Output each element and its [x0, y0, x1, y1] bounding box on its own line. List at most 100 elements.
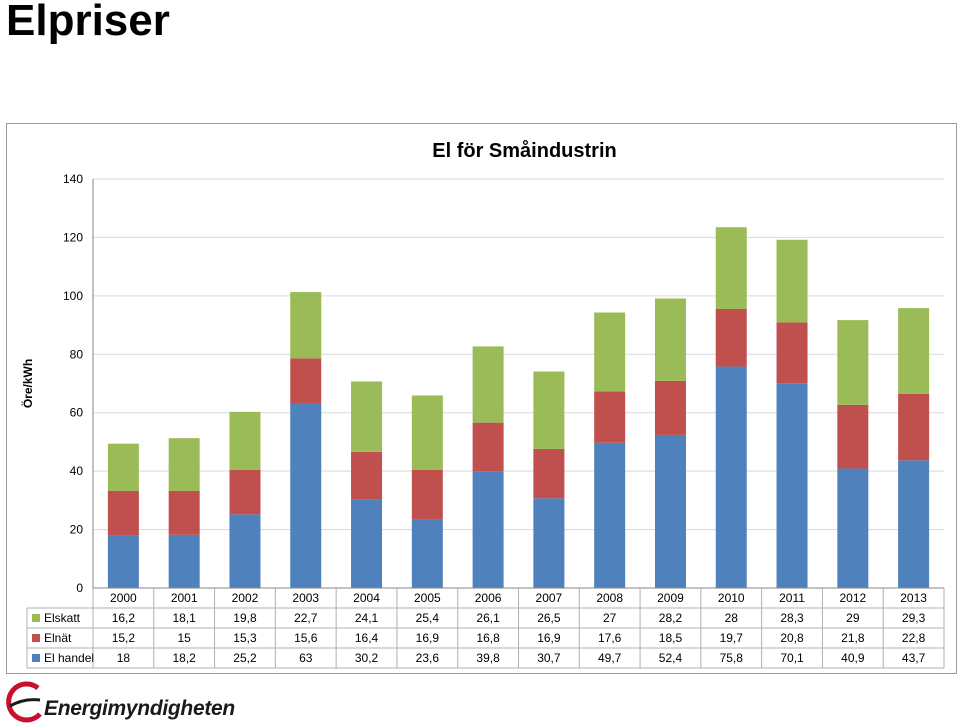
data-label: 52,4 — [659, 651, 683, 665]
data-label: 25,4 — [416, 611, 440, 625]
data-label: 40,9 — [841, 651, 865, 665]
bar-elnät — [898, 393, 930, 461]
bar-elskatt — [533, 371, 565, 449]
y-tick-label: 80 — [70, 347, 84, 361]
bar-el-handel — [654, 434, 686, 588]
bar-elnät — [168, 491, 200, 535]
data-label: 20,8 — [780, 631, 804, 645]
bar-elskatt — [837, 320, 869, 405]
data-label: 18,1 — [172, 611, 196, 625]
data-label: 29 — [846, 611, 860, 625]
x-tick-label: 2003 — [292, 591, 319, 605]
x-tick-label: 2004 — [353, 591, 380, 605]
bar-elskatt — [229, 411, 261, 470]
data-label: 16,2 — [112, 611, 136, 625]
data-label: 27 — [603, 611, 617, 625]
bar-elnät — [837, 404, 869, 469]
y-tick-label: 0 — [76, 581, 83, 595]
data-label: 16,9 — [416, 631, 440, 645]
x-tick-label: 2010 — [718, 591, 745, 605]
bar-el-handel — [898, 460, 930, 588]
data-label: 15,3 — [233, 631, 257, 645]
data-label: 39,8 — [476, 651, 500, 665]
data-label: 16,9 — [537, 631, 561, 645]
data-label: 19,8 — [233, 611, 257, 625]
y-tick-label: 20 — [70, 523, 84, 537]
y-tick-label: 140 — [63, 172, 83, 186]
legend-swatch — [32, 634, 40, 642]
x-tick-label: 2007 — [536, 591, 563, 605]
data-label: 49,7 — [598, 651, 622, 665]
data-label: 63 — [299, 651, 313, 665]
data-label: 18 — [117, 651, 131, 665]
legend-label: Elskatt — [44, 611, 81, 625]
data-label: 15 — [177, 631, 191, 645]
data-label: 15,6 — [294, 631, 318, 645]
bar-elskatt — [715, 227, 747, 310]
data-label: 30,7 — [537, 651, 561, 665]
bar-el-handel — [229, 514, 261, 588]
x-tick-label: 2009 — [657, 591, 684, 605]
bar-elnät — [290, 358, 322, 404]
data-label: 75,8 — [720, 651, 744, 665]
legend-label: El handel — [44, 651, 94, 665]
x-tick-label: 2013 — [900, 591, 927, 605]
data-label: 26,5 — [537, 611, 561, 625]
chart-title: El för Småindustrin — [432, 139, 616, 162]
bar-elskatt — [168, 438, 200, 492]
data-label: 22,7 — [294, 611, 318, 625]
data-label: 21,8 — [841, 631, 865, 645]
y-tick-label: 60 — [70, 406, 84, 420]
bar-elnät — [654, 380, 686, 435]
bar-elnät — [594, 391, 626, 443]
data-label: 18,2 — [172, 651, 196, 665]
data-label: 70,1 — [780, 651, 804, 665]
bar-el-handel — [351, 499, 383, 588]
bar-el-handel — [533, 498, 565, 588]
x-tick-label: 2002 — [232, 591, 259, 605]
energimyndigheten-logo-icon — [6, 681, 42, 723]
data-label: 26,1 — [476, 611, 500, 625]
bar-elnät — [351, 451, 383, 500]
bar-elnät — [229, 469, 261, 515]
data-label: 22,8 — [902, 631, 926, 645]
data-label: 30,2 — [355, 651, 379, 665]
data-label: 24,1 — [355, 611, 379, 625]
slide-title: Elpriser — [6, 0, 170, 45]
x-tick-label: 2001 — [171, 591, 198, 605]
data-label: 23,6 — [416, 651, 440, 665]
y-tick-label: 100 — [63, 289, 83, 303]
legend-swatch — [32, 654, 40, 662]
data-label: 15,2 — [112, 631, 136, 645]
bar-elskatt — [594, 312, 626, 392]
bar-el-handel — [290, 403, 322, 588]
x-tick-label: 2012 — [839, 591, 866, 605]
bar-el-handel — [715, 366, 747, 588]
y-tick-label: 120 — [63, 230, 83, 244]
bar-elnät — [107, 491, 139, 536]
bar-el-handel — [411, 519, 443, 588]
data-label: 28,2 — [659, 611, 683, 625]
y-axis-label: Öre/kWh — [20, 359, 35, 408]
x-tick-label: 2005 — [414, 591, 441, 605]
data-label: 17,6 — [598, 631, 622, 645]
x-tick-label: 2008 — [596, 591, 623, 605]
data-label: 19,7 — [720, 631, 744, 645]
bar-el-handel — [107, 535, 139, 588]
data-label: 18,5 — [659, 631, 683, 645]
bar-el-handel — [837, 468, 869, 588]
bar-elskatt — [411, 395, 443, 470]
bar-elnät — [533, 448, 565, 499]
data-label: 25,2 — [233, 651, 257, 665]
data-label: 28,3 — [780, 611, 804, 625]
bar-elnät — [411, 469, 443, 520]
bar-el-handel — [594, 442, 626, 588]
data-label: 43,7 — [902, 651, 926, 665]
bar-elskatt — [290, 292, 322, 359]
bar-el-handel — [168, 534, 200, 588]
data-label: 16,4 — [355, 631, 379, 645]
x-tick-label: 2000 — [110, 591, 137, 605]
data-label: 29,3 — [902, 611, 926, 625]
bar-elnät — [715, 309, 747, 367]
stacked-bar-chart: El för Småindustrin Öre/kWh 0 20 40 60 80 100 12… — [20, 139, 945, 669]
